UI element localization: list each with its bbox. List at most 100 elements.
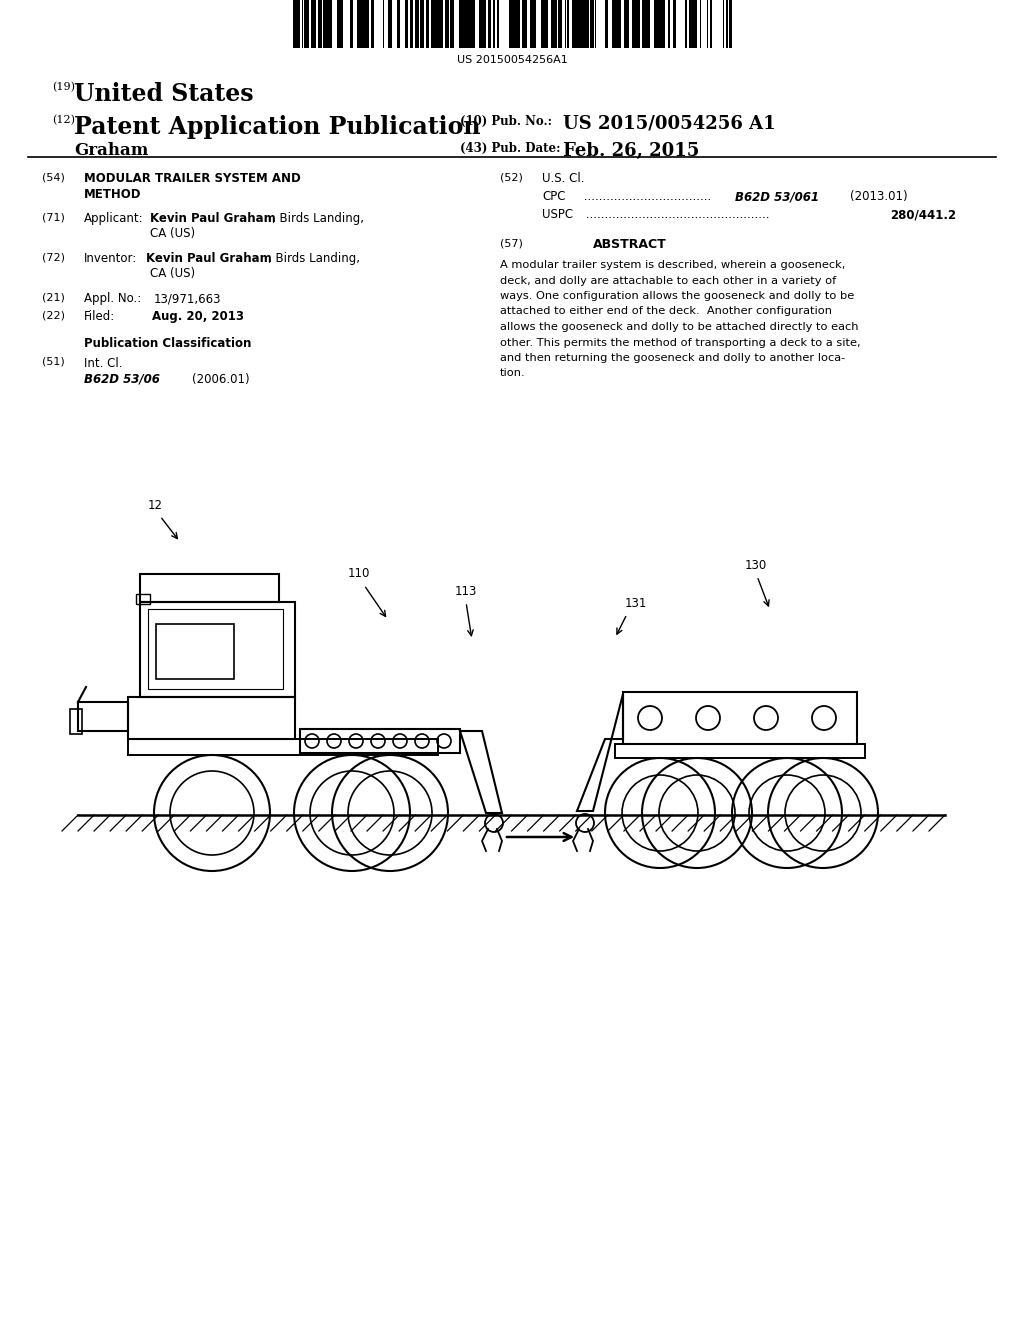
Bar	[440, 0, 442, 48]
Text: B62D 53/061: B62D 53/061	[735, 190, 819, 203]
Bar	[559, 0, 562, 48]
Text: U.S. Cl.: U.S. Cl.	[542, 172, 585, 185]
Bar	[546, 0, 548, 48]
Bar	[330, 0, 332, 48]
Text: Aug. 20, 2013: Aug. 20, 2013	[152, 310, 244, 323]
Text: Appl. No.:: Appl. No.:	[84, 292, 141, 305]
Bar	[513, 0, 515, 48]
Bar	[497, 0, 499, 48]
Bar	[398, 0, 400, 48]
Bar	[410, 0, 413, 48]
Bar	[357, 0, 360, 48]
Text: , Birds Landing,: , Birds Landing,	[272, 213, 364, 224]
Text: (10) Pub. No.:: (10) Pub. No.:	[460, 115, 552, 128]
Bar	[445, 0, 449, 48]
Bar	[710, 0, 712, 48]
Bar	[326, 0, 328, 48]
Bar	[323, 0, 326, 48]
Bar	[469, 0, 471, 48]
Text: tion.: tion.	[500, 368, 525, 379]
Text: ways. One configuration allows the gooseneck and dolly to be: ways. One configuration allows the goose…	[500, 290, 854, 301]
Text: Filed:: Filed:	[84, 310, 116, 323]
Bar	[583, 0, 587, 48]
Bar	[590, 0, 594, 48]
Bar	[415, 0, 419, 48]
Text: USPC: USPC	[542, 209, 573, 220]
Text: allows the gooseneck and dolly to be attached directly to each: allows the gooseneck and dolly to be att…	[500, 322, 858, 333]
Bar	[578, 0, 580, 48]
Bar	[515, 0, 518, 48]
Bar	[364, 0, 366, 48]
Bar	[482, 0, 486, 48]
Text: attached to either end of the deck.  Another configuration: attached to either end of the deck. Anot…	[500, 306, 831, 317]
Bar	[434, 0, 437, 48]
Bar	[541, 0, 543, 48]
Bar	[488, 0, 490, 48]
Text: US 20150054256A1: US 20150054256A1	[457, 55, 567, 65]
Text: deck, and dolly are attachable to each other in a variety of: deck, and dolly are attachable to each o…	[500, 276, 837, 285]
Bar	[140, 602, 295, 697]
Bar	[623, 692, 857, 744]
Bar	[659, 0, 662, 48]
Text: United States: United States	[74, 82, 254, 106]
Bar	[341, 0, 343, 48]
Text: A modular trailer system is described, wherein a gooseneck,: A modular trailer system is described, w…	[500, 260, 846, 271]
Bar	[312, 0, 316, 48]
Bar	[642, 0, 644, 48]
Text: (21): (21)	[42, 292, 65, 302]
Bar	[420, 0, 424, 48]
Text: .................................................: ........................................…	[582, 209, 769, 220]
Text: ..................................: ..................................	[580, 190, 712, 203]
Bar	[685, 0, 687, 48]
Bar	[305, 0, 309, 48]
Text: (72): (72)	[42, 252, 65, 261]
Text: 13/971,663: 13/971,663	[154, 292, 221, 305]
Bar	[293, 0, 297, 48]
Bar	[625, 0, 629, 48]
Text: (54): (54)	[42, 172, 65, 182]
Text: 12: 12	[148, 499, 163, 512]
Bar	[471, 0, 473, 48]
Text: (57): (57)	[500, 238, 523, 248]
Bar	[644, 0, 647, 48]
Text: 130: 130	[745, 558, 767, 572]
Text: 110: 110	[348, 568, 371, 579]
Bar	[70, 709, 82, 734]
Text: Inventor:: Inventor:	[84, 252, 137, 265]
Bar	[431, 0, 433, 48]
Bar	[339, 0, 341, 48]
Text: Publication Classification: Publication Classification	[84, 337, 251, 350]
Bar	[534, 0, 536, 48]
Text: Graham: Graham	[74, 143, 148, 158]
Text: , Birds Landing,: , Birds Landing,	[268, 252, 360, 265]
Bar	[328, 0, 330, 48]
Text: Int. Cl.: Int. Cl.	[84, 356, 123, 370]
Bar	[636, 0, 638, 48]
Text: CA (US): CA (US)	[150, 267, 196, 280]
Text: other. This permits the method of transporting a deck to a site,: other. This permits the method of transp…	[500, 338, 860, 347]
Text: (51): (51)	[42, 356, 65, 367]
Bar	[426, 0, 429, 48]
Text: MODULAR TRAILER SYSTEM AND: MODULAR TRAILER SYSTEM AND	[84, 172, 301, 185]
Bar	[136, 594, 150, 605]
Bar	[509, 0, 512, 48]
Bar	[297, 0, 299, 48]
Bar	[668, 0, 670, 48]
Bar	[693, 0, 697, 48]
Bar	[551, 0, 553, 48]
Bar	[689, 0, 692, 48]
Bar	[567, 0, 569, 48]
Bar	[632, 0, 636, 48]
Text: CPC: CPC	[542, 190, 565, 203]
Bar	[522, 0, 524, 48]
Bar	[638, 0, 640, 48]
Text: 280/441.2: 280/441.2	[890, 209, 956, 220]
Text: (12): (12)	[52, 115, 75, 125]
Text: (22): (22)	[42, 310, 65, 319]
Text: Kevin Paul Graham: Kevin Paul Graham	[146, 252, 271, 265]
Bar	[128, 739, 438, 755]
Text: (52): (52)	[500, 172, 523, 182]
Bar	[318, 0, 319, 48]
Text: and then returning the gooseneck and dolly to another loca-: and then returning the gooseneck and dol…	[500, 352, 845, 363]
Bar	[450, 0, 454, 48]
